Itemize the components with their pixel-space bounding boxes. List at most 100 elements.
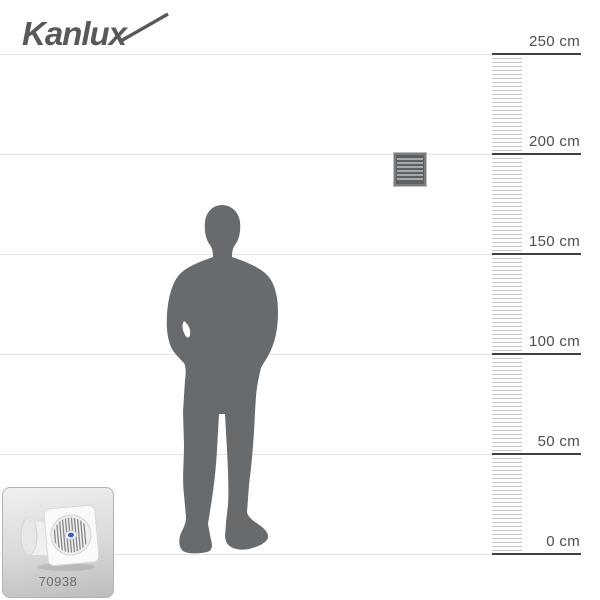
ruler-tick bbox=[492, 514, 522, 515]
ruler-tick bbox=[492, 218, 522, 219]
ruler-tick bbox=[492, 458, 522, 459]
ruler-tick bbox=[492, 246, 522, 247]
ruler-tick bbox=[492, 422, 522, 423]
ruler-tick bbox=[492, 114, 522, 115]
ruler-label-150cm: 150 cm bbox=[529, 233, 580, 250]
silhouette-hand-gap bbox=[182, 321, 191, 338]
ruler-tick bbox=[492, 530, 522, 531]
ruler-tick bbox=[492, 58, 522, 59]
ruler-tick bbox=[492, 494, 522, 495]
gridline-0cm bbox=[0, 554, 581, 555]
fan-logo-dot bbox=[67, 532, 75, 538]
ruler-tick bbox=[492, 98, 522, 99]
ruler-tick bbox=[492, 466, 522, 467]
ruler-tick bbox=[492, 294, 522, 295]
ruler-tick bbox=[492, 234, 522, 235]
ruler-label-50cm: 50 cm bbox=[537, 433, 580, 450]
ruler-tick bbox=[492, 338, 522, 339]
ruler-tick bbox=[492, 418, 522, 419]
ruler-tick bbox=[492, 298, 522, 299]
ruler-tick bbox=[492, 282, 522, 283]
ruler-tick bbox=[492, 502, 522, 503]
kanlux-logo: Kanlux bbox=[22, 12, 169, 52]
ruler-tick bbox=[492, 430, 522, 431]
ruler-tick bbox=[492, 374, 522, 375]
silhouette-body bbox=[166, 205, 278, 554]
ruler-tick bbox=[492, 330, 522, 331]
ruler-tick bbox=[492, 206, 522, 207]
ruler-tick bbox=[492, 222, 522, 223]
ruler-major-line-250cm bbox=[492, 53, 581, 55]
ruler-tick bbox=[492, 314, 522, 315]
ruler-tick bbox=[492, 286, 522, 287]
ruler-tick bbox=[492, 138, 522, 139]
ruler-tick bbox=[492, 242, 522, 243]
product-photo-fan bbox=[20, 504, 100, 571]
ruler-tick bbox=[492, 106, 522, 107]
ruler-tick bbox=[492, 210, 522, 211]
ruler-tick bbox=[492, 130, 522, 131]
ruler-tick bbox=[492, 258, 522, 259]
ruler-major-line-200cm bbox=[492, 153, 581, 155]
ruler-tick bbox=[492, 190, 522, 191]
ruler-tick bbox=[492, 542, 522, 543]
ruler-tick bbox=[492, 386, 522, 387]
ruler-tick bbox=[492, 74, 522, 75]
ruler-tick bbox=[492, 158, 522, 159]
ruler-tick bbox=[492, 370, 522, 371]
ruler-tick bbox=[492, 334, 522, 335]
ruler-tick bbox=[492, 182, 522, 183]
ruler-tick bbox=[492, 278, 522, 279]
ruler-tick bbox=[492, 194, 522, 195]
ruler-tick bbox=[492, 402, 522, 403]
ruler-major-line-150cm bbox=[492, 253, 581, 255]
ruler-tick bbox=[492, 538, 522, 539]
ruler-tick bbox=[492, 390, 522, 391]
ruler-tick bbox=[492, 478, 522, 479]
ruler-tick bbox=[492, 546, 522, 547]
ruler-tick bbox=[492, 518, 522, 519]
ruler-tick bbox=[492, 66, 522, 67]
gridline-100cm bbox=[0, 354, 581, 355]
ruler-tick bbox=[492, 290, 522, 291]
ruler-tick bbox=[492, 482, 522, 483]
ruler-label-200cm: 200 cm bbox=[529, 133, 580, 150]
ruler-tick bbox=[492, 62, 522, 63]
ruler-tick bbox=[492, 362, 522, 363]
ruler-tick bbox=[492, 302, 522, 303]
ruler-tick bbox=[492, 358, 522, 359]
gridline-250cm bbox=[0, 54, 581, 55]
ruler-tick bbox=[492, 270, 522, 271]
ruler-label-250cm: 250 cm bbox=[529, 33, 580, 50]
ruler-tick bbox=[492, 178, 522, 179]
ruler-tick bbox=[492, 474, 522, 475]
ruler-tick bbox=[492, 82, 522, 83]
ruler-tick bbox=[492, 522, 522, 523]
ruler-tick bbox=[492, 122, 522, 123]
ruler-tick bbox=[492, 174, 522, 175]
ruler-tick bbox=[492, 446, 522, 447]
ruler-tick bbox=[492, 310, 522, 311]
ruler-tick bbox=[492, 198, 522, 199]
ruler-tick bbox=[492, 90, 522, 91]
ruler-label-0cm: 0 cm bbox=[546, 533, 580, 550]
ruler-tick bbox=[492, 214, 522, 215]
ruler-tick bbox=[492, 398, 522, 399]
product-thumbnail-card: 70938 bbox=[2, 487, 114, 598]
ruler-tick bbox=[492, 442, 522, 443]
ruler-tick bbox=[492, 318, 522, 319]
ruler-tick bbox=[492, 438, 522, 439]
ruler-tick bbox=[492, 550, 522, 551]
ruler-tick bbox=[492, 394, 522, 395]
ruler-tick bbox=[492, 366, 522, 367]
ruler-tick bbox=[492, 102, 522, 103]
ruler-tick bbox=[492, 406, 522, 407]
ruler-label-100cm: 100 cm bbox=[529, 333, 580, 350]
ruler-tick bbox=[492, 346, 522, 347]
ruler-tick bbox=[492, 462, 522, 463]
ruler-tick bbox=[492, 86, 522, 87]
ruler-tick bbox=[492, 434, 522, 435]
ruler-tick bbox=[492, 326, 522, 327]
